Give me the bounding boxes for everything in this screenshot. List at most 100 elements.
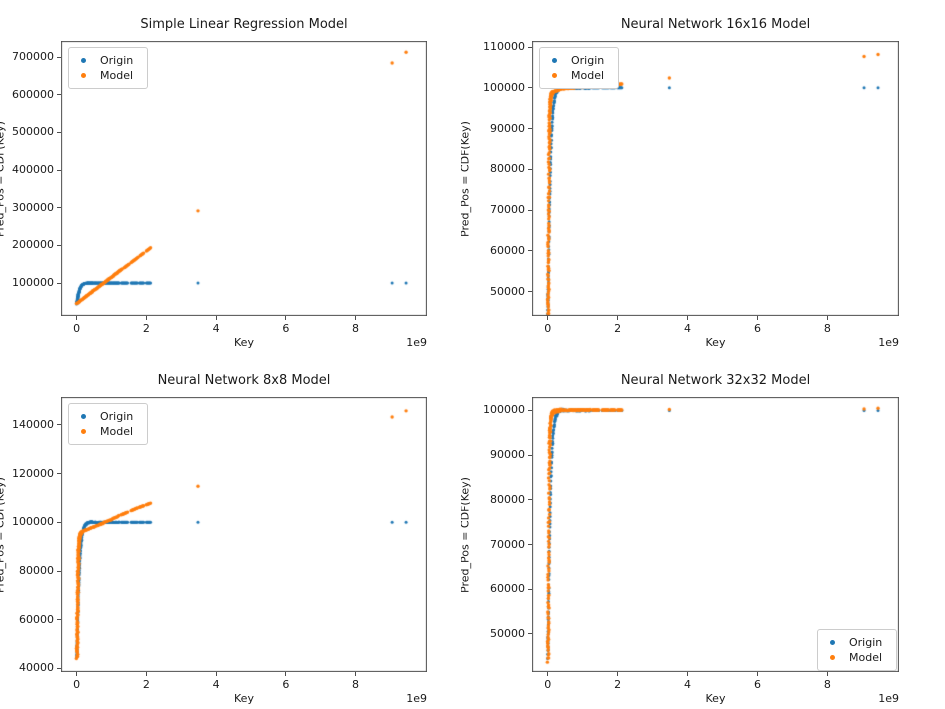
legend: Origin Model (68, 47, 148, 89)
model-marker-icon (81, 73, 86, 78)
y-tick-mark (57, 667, 61, 669)
y-axis-label: Pred_Pos = CDF(Key) (461, 435, 474, 635)
x-tick-label: 6 (282, 322, 290, 335)
y-tick-label: 70000 (490, 537, 525, 551)
x-tick-label: 4 (212, 678, 220, 691)
y-tick-label: 500000 (12, 125, 54, 139)
legend-entry-origin: Origin (548, 53, 612, 68)
legend-entry-model: Model (826, 650, 890, 665)
legend-entry-origin: Origin (826, 635, 890, 650)
legend-model-label: Model (571, 69, 605, 82)
x-tick-label: 0 (73, 322, 81, 335)
legend-entry-model: Model (77, 68, 141, 83)
y-tick-label: 70000 (490, 203, 525, 217)
x-tick-mark (547, 316, 549, 320)
y-tick-mark (57, 424, 61, 426)
y-tick-mark (528, 588, 532, 590)
y-tick-label: 100000 (483, 403, 525, 417)
x-tick-mark (215, 316, 217, 320)
y-tick-label: 100000 (12, 276, 54, 289)
y-tick-label: 110000 (483, 40, 525, 54)
y-tick-mark (57, 570, 61, 572)
y-tick-label: 100000 (483, 80, 525, 94)
x-axis-label: Key (705, 336, 726, 349)
scatter-canvas (532, 397, 899, 672)
origin-marker-icon (81, 414, 86, 419)
y-tick-mark (57, 131, 61, 133)
origin-marker-icon (830, 640, 835, 645)
x-tick-mark (355, 316, 357, 320)
origin-marker-icon (81, 58, 86, 63)
x-tick-mark (76, 316, 78, 320)
legend-origin-label: Origin (849, 636, 883, 649)
x-tick-label: 2 (614, 322, 622, 335)
y-tick-mark (57, 521, 61, 523)
legend-entry-model: Model (77, 424, 141, 439)
origin-marker-icon (552, 58, 557, 63)
x-tick-label: 0 (544, 678, 552, 691)
y-tick-label: 600000 (12, 87, 54, 101)
y-axis-label: Pred_Pos = CDF(Key) (0, 435, 9, 635)
y-tick-mark (57, 94, 61, 96)
x-tick-label: 0 (73, 678, 81, 691)
x-tick-label: 6 (753, 322, 761, 335)
legend-entry-origin: Origin (77, 53, 141, 68)
y-tick-label: 80000 (19, 564, 54, 577)
y-axis-label-text: Pred_Pos = CDF(Key) (461, 120, 472, 237)
x-tick-mark (756, 316, 758, 320)
y-tick-mark (528, 544, 532, 546)
y-tick-label: 300000 (12, 200, 54, 214)
y-tick-label: 200000 (12, 238, 54, 252)
y-tick-label: 50000 (490, 284, 525, 298)
y-tick-mark (528, 454, 532, 456)
legend-origin-label: Origin (100, 410, 134, 423)
x-axis-label: Key (234, 692, 254, 705)
x-tick-label: 2 (142, 678, 150, 691)
model-marker-icon (552, 73, 557, 78)
plot-title: Neural Network 16x16 Model (620, 17, 811, 32)
y-tick-label: 80000 (490, 162, 525, 176)
legend-origin-label: Origin (571, 54, 605, 67)
x-axis-offset-label: 1e9 (406, 692, 427, 705)
x-tick-mark (285, 316, 287, 320)
y-tick-mark (57, 473, 61, 475)
x-tick-mark (76, 672, 78, 676)
y-tick-label: 60000 (19, 612, 54, 626)
y-tick-label: 80000 (490, 492, 525, 506)
y-tick-mark (528, 209, 532, 211)
x-tick-mark (215, 672, 217, 676)
y-tick-label: 120000 (12, 466, 54, 480)
legend-model-label: Model (100, 425, 134, 438)
x-tick-label: 4 (684, 678, 692, 691)
x-tick-mark (355, 672, 357, 676)
model-marker-icon (81, 429, 86, 434)
x-tick-label: 8 (823, 322, 831, 335)
x-tick-mark (617, 672, 619, 676)
x-axis-offset-label: 1e9 (878, 336, 899, 349)
x-tick-mark (285, 672, 287, 676)
y-tick-label: 400000 (12, 163, 54, 176)
x-tick-label: 6 (753, 678, 761, 691)
model-marker-icon (830, 655, 835, 660)
y-tick-label: 140000 (12, 417, 54, 431)
legend-origin-label: Origin (100, 54, 134, 67)
x-tick-mark (756, 672, 758, 676)
y-tick-mark (528, 499, 532, 501)
y-tick-mark (57, 619, 61, 621)
y-tick-mark (57, 169, 61, 171)
legend: Origin Model (539, 47, 619, 89)
y-tick-mark (57, 56, 61, 58)
x-axis-label: Key (705, 692, 726, 705)
x-tick-label: 8 (352, 322, 360, 335)
y-tick-mark (528, 128, 532, 130)
y-tick-mark (528, 409, 532, 411)
legend-model-label: Model (100, 69, 134, 82)
legend: Origin Model (817, 629, 897, 671)
legend-entry-origin: Origin (77, 409, 141, 424)
y-tick-mark (57, 207, 61, 209)
x-tick-label: 2 (142, 322, 150, 335)
y-tick-mark (528, 633, 532, 635)
x-axis-label: Key (234, 336, 254, 349)
y-tick-label: 50000 (490, 626, 525, 640)
